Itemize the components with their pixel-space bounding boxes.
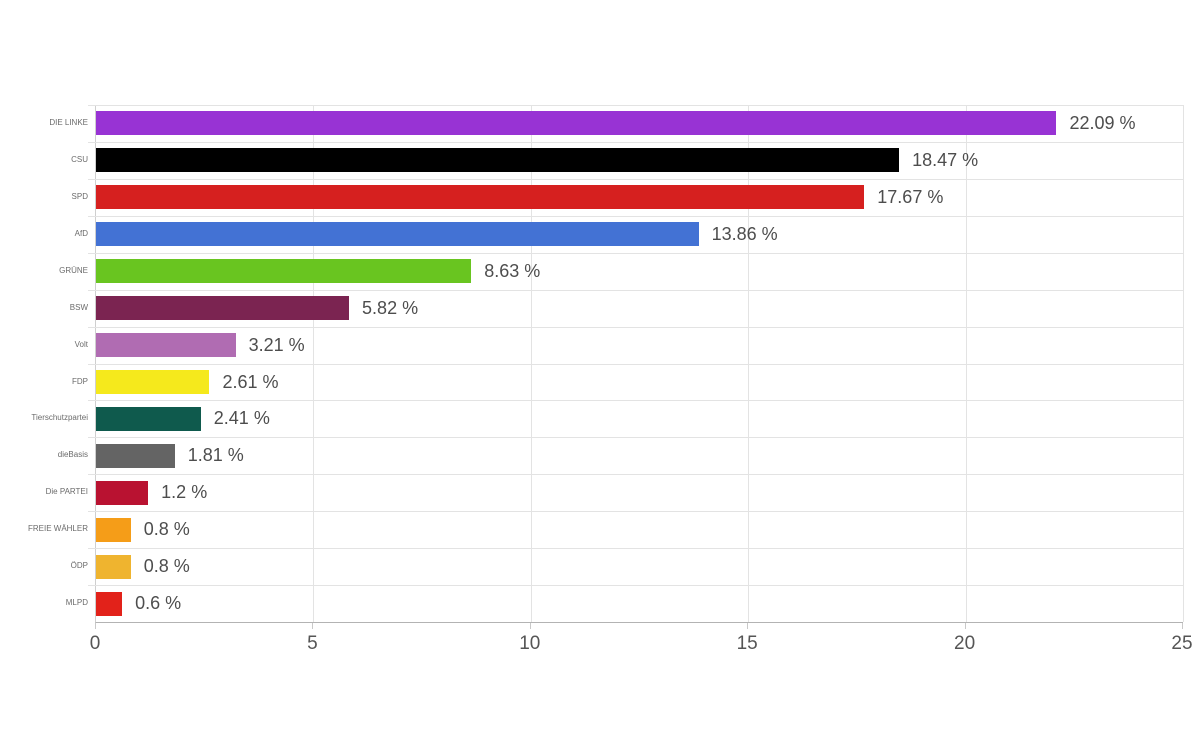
bar-spd[interactable] [96, 185, 865, 210]
x-axis-tick-label: 5 [307, 633, 318, 654]
row-gridline [88, 585, 1183, 586]
value-label: 3.21 % [248, 334, 305, 355]
category-label: DIE LINKE [49, 118, 88, 127]
row-gridline [88, 327, 1183, 328]
chart-row: 0.6 % [96, 585, 1183, 622]
x-axis-tick-label: 25 [1171, 633, 1193, 654]
value-label: 2.41 % [213, 408, 270, 429]
category-label: GRÜNE [59, 265, 88, 275]
category-label: FDP [72, 376, 88, 386]
category-label: dieBasis [57, 450, 88, 460]
bar-die-partei[interactable] [96, 480, 149, 505]
chart-row: 0.8 % [96, 511, 1183, 548]
row-gridline [88, 105, 1183, 106]
row-gridline [88, 511, 1183, 512]
x-axis-tick-mark [964, 623, 966, 629]
value-label: 8.63 % [484, 260, 541, 281]
value-label: 17.67 % [877, 186, 944, 207]
bar-volt[interactable] [96, 333, 236, 358]
category-label: FREIE WÄHLER [27, 524, 88, 534]
x-axis-tick-label: 10 [519, 633, 541, 654]
row-gridline [88, 216, 1183, 217]
chart-row: 1.81 % [96, 437, 1183, 474]
bar-diebasis[interactable] [96, 443, 175, 468]
chart-row: 13.86 % [96, 216, 1183, 253]
value-label: 22.09 % [1069, 113, 1136, 133]
bar-tierschutzpartei[interactable] [96, 406, 201, 431]
chart-row: 17.67 % [96, 179, 1183, 216]
value-label: 13.86 % [711, 223, 778, 244]
x-axis-tick-mark [529, 623, 531, 629]
category-label: BSW [69, 302, 88, 312]
value-label: 0.6 % [135, 593, 182, 614]
row-gridline [88, 142, 1183, 143]
row-gridline [88, 364, 1183, 365]
value-label: 0.8 % [143, 519, 190, 540]
x-axis-tick-label: 20 [954, 633, 976, 654]
value-label: 1.2 % [161, 482, 208, 503]
chart-row: 2.61 % [96, 364, 1183, 401]
value-label: 0.8 % [143, 556, 190, 577]
plot-area: 22.09 % 18.47 % 17.67 % 13.86 % 8.63 % 5.82 %… [88, 105, 1184, 623]
row-gridline [88, 548, 1183, 549]
chart-row: 22.09 % [96, 105, 1183, 142]
bar-afd[interactable] [96, 222, 699, 247]
bar-fdp[interactable] [96, 369, 210, 394]
x-axis-tick-label: 15 [736, 633, 758, 654]
x-axis-tick-label: 0 [89, 633, 101, 654]
category-label: ÖDP [70, 561, 88, 571]
bar-gr-ne[interactable] [96, 259, 472, 284]
row-gridline [88, 253, 1183, 254]
vertical-gridline [965, 105, 967, 622]
chart-row: 8.63 % [96, 253, 1183, 290]
category-label: MLPD [65, 598, 88, 608]
value-label: 18.47 % [912, 149, 979, 170]
bar-csu[interactable] [96, 148, 900, 173]
chart-row: 2.41 % [96, 400, 1183, 437]
chart-row: 18.47 % [96, 142, 1183, 179]
category-label: Volt [74, 339, 88, 349]
value-label: 2.61 % [222, 371, 279, 392]
vertical-gridline [313, 105, 315, 622]
bar--dp[interactable] [96, 554, 131, 579]
category-label: Die PARTEI [45, 487, 88, 497]
x-axis-tick-mark [747, 623, 749, 629]
row-gridline [88, 437, 1183, 438]
chart-row: 0.8 % [96, 548, 1183, 585]
bar-freie-w-hler[interactable] [96, 517, 131, 542]
row-gridline [88, 400, 1183, 401]
row-gridline [88, 290, 1183, 291]
vertical-gridline [530, 105, 532, 622]
bar-mlpd[interactable] [96, 591, 123, 616]
value-label: 5.82 % [362, 297, 419, 318]
value-label: 1.81 % [187, 445, 244, 466]
vertical-gridline [1183, 105, 1184, 622]
category-label: Tierschutzpartei [31, 413, 88, 423]
bar-bsw[interactable] [96, 296, 350, 321]
chart-row: 5.82 % [96, 290, 1183, 327]
category-label: CSU [71, 154, 88, 164]
vertical-gridline [748, 105, 750, 622]
row-gridline [88, 179, 1183, 180]
chart-row: 3.21 % [96, 327, 1183, 364]
chart-row: 1.2 % [96, 474, 1183, 511]
x-axis-tick-mark [95, 623, 96, 629]
x-axis-tick-mark [312, 623, 314, 629]
x-axis-tick-mark [1182, 623, 1183, 629]
bar-die-linke[interactable] [96, 111, 1057, 136]
category-label: AfD [74, 228, 88, 238]
row-gridline [88, 474, 1183, 475]
category-label: SPD [71, 191, 88, 201]
